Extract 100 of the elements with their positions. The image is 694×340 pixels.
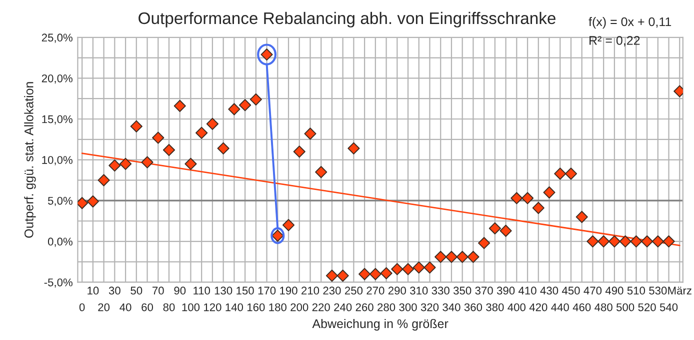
point bbox=[586, 235, 599, 248]
x-tick-label: 480 bbox=[594, 303, 612, 312]
y-tick-label: 10,0% bbox=[42, 156, 72, 166]
x-tick-label: 350 bbox=[453, 286, 472, 295]
y-tick-label: 15,0% bbox=[42, 115, 72, 124]
point bbox=[500, 224, 512, 237]
point bbox=[608, 235, 620, 248]
x-tick-label: 110 bbox=[194, 286, 210, 295]
point bbox=[162, 144, 176, 156]
point bbox=[652, 235, 664, 248]
point bbox=[228, 103, 240, 116]
y-tick-label: -5,0% bbox=[44, 278, 72, 288]
x-tick-label: 290 bbox=[388, 286, 406, 295]
x-tick-label: 210 bbox=[302, 286, 320, 295]
point bbox=[282, 219, 295, 232]
x-tick-label: 70 bbox=[152, 286, 164, 295]
point bbox=[293, 146, 306, 158]
point bbox=[239, 99, 252, 112]
point bbox=[456, 250, 468, 263]
point bbox=[554, 168, 566, 180]
x-tick-label: 160 bbox=[247, 303, 265, 312]
annotation: R² = 0,22 bbox=[590, 36, 640, 46]
x-tick-label: 470 bbox=[584, 286, 602, 295]
x-tick-label: 520 bbox=[638, 303, 656, 312]
x-tick-label: 420 bbox=[529, 303, 548, 312]
x-tick-label: 120 bbox=[204, 303, 222, 312]
point bbox=[348, 142, 360, 154]
x-tick-label: 270 bbox=[366, 286, 384, 295]
point bbox=[412, 261, 425, 274]
point bbox=[217, 142, 230, 154]
point bbox=[391, 263, 404, 276]
point bbox=[402, 263, 414, 276]
point bbox=[141, 156, 154, 168]
x-tick-label: 380 bbox=[486, 303, 504, 312]
x-tick-label: 80 bbox=[163, 303, 175, 312]
x-tick-label: 500 bbox=[616, 303, 634, 312]
x-tick-label: 20 bbox=[98, 303, 110, 312]
point bbox=[434, 250, 447, 263]
x-tick-label: 60 bbox=[142, 303, 154, 312]
x-tick-label: 230 bbox=[323, 286, 341, 295]
point bbox=[174, 100, 186, 112]
x-tick-label: 370 bbox=[475, 286, 493, 295]
x-tick-label: 250 bbox=[344, 286, 363, 295]
x-tick-label: 330 bbox=[432, 286, 450, 295]
x-tick-label: 130 bbox=[214, 286, 232, 295]
point bbox=[184, 158, 197, 170]
text: f(x) = 0x + 0,11 bbox=[588, 17, 672, 29]
x-tick-label: 200 bbox=[290, 303, 308, 312]
x-tick-label: 410 bbox=[518, 286, 536, 295]
x-tick-label: 40 bbox=[120, 303, 132, 312]
x-tick-label: März bbox=[668, 286, 692, 295]
point bbox=[78, 197, 88, 210]
point bbox=[619, 235, 632, 248]
x-tick-label: 280 bbox=[378, 303, 396, 312]
x-tick-label: 490 bbox=[605, 286, 624, 295]
x-tick-label: 510 bbox=[627, 286, 646, 295]
point bbox=[576, 210, 588, 223]
point bbox=[358, 268, 371, 280]
point bbox=[543, 186, 556, 198]
point bbox=[86, 195, 99, 208]
x-tick-label: 220 bbox=[312, 303, 330, 312]
x-tick-label: 400 bbox=[508, 303, 526, 312]
y-tick-label: 25,0% bbox=[42, 34, 72, 43]
x-tick-label: 260 bbox=[356, 303, 374, 312]
x-tick-label: 310 bbox=[410, 286, 428, 295]
x-tick-label: 460 bbox=[572, 303, 591, 312]
point bbox=[662, 235, 675, 248]
x-axis-title: Abweichung in % größer bbox=[312, 318, 448, 331]
x-tick-label: 10 bbox=[88, 286, 99, 295]
x-tick-label: 0 bbox=[79, 303, 85, 312]
x-tick-label: 440 bbox=[551, 303, 569, 312]
x-tick-label: 530 bbox=[649, 286, 667, 295]
point bbox=[510, 192, 523, 204]
x-tick-label: 50 bbox=[130, 286, 142, 295]
x-tick-label: 540 bbox=[660, 303, 678, 312]
point bbox=[336, 270, 349, 282]
x-tick-label: 140 bbox=[226, 303, 244, 312]
x-tick-label: 150 bbox=[236, 286, 254, 295]
y-tick-label: 5,0% bbox=[48, 196, 72, 206]
point bbox=[206, 118, 218, 130]
point bbox=[196, 126, 208, 139]
x-tick-label: 90 bbox=[174, 286, 186, 295]
point bbox=[304, 128, 316, 140]
x-tick-label: 190 bbox=[280, 286, 298, 295]
point bbox=[152, 132, 164, 144]
point bbox=[380, 267, 392, 280]
x-tick-label: 30 bbox=[108, 286, 120, 295]
point bbox=[564, 168, 578, 180]
point bbox=[445, 250, 458, 263]
chart-title: Outperformance Rebalancing abh. von Eingriffsschranke bbox=[138, 12, 556, 28]
point bbox=[488, 222, 501, 234]
x-tick-label: 320 bbox=[420, 303, 439, 312]
y-tick-label: 20,0% bbox=[42, 74, 72, 84]
x-tick-label: 300 bbox=[399, 303, 417, 312]
x-tick-label: 100 bbox=[182, 303, 200, 312]
x-tick-label: 170 bbox=[258, 286, 276, 295]
point bbox=[424, 261, 436, 274]
point bbox=[326, 270, 338, 282]
point bbox=[641, 235, 654, 248]
point bbox=[369, 268, 382, 280]
